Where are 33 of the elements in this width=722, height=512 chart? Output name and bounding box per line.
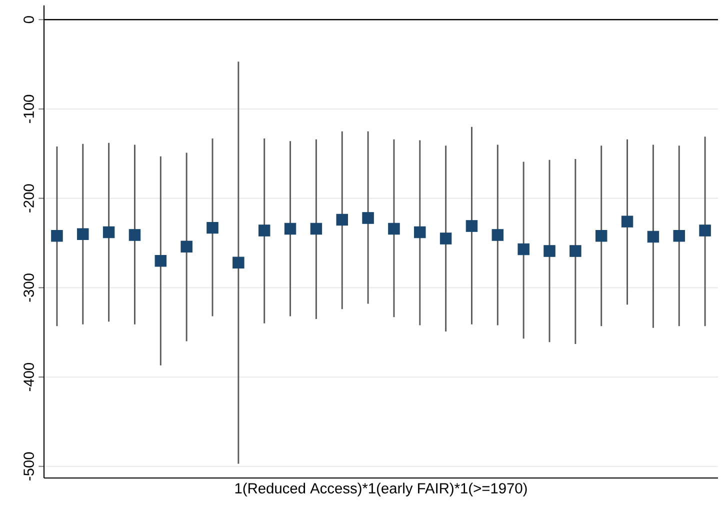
point — [51, 230, 63, 242]
point — [206, 222, 218, 234]
point — [414, 226, 426, 238]
point — [621, 216, 634, 228]
point — [258, 224, 270, 236]
point — [699, 224, 711, 236]
point — [673, 230, 685, 242]
point — [284, 222, 296, 235]
y-tick-label: -500 — [24, 452, 34, 480]
point — [492, 229, 504, 241]
point — [518, 243, 530, 256]
point — [595, 230, 608, 242]
point — [154, 255, 167, 267]
point — [544, 245, 556, 257]
point — [647, 230, 660, 243]
point — [336, 214, 348, 226]
point — [466, 220, 478, 232]
point — [77, 228, 89, 240]
point — [128, 229, 141, 241]
y-tick-label: -100 — [24, 94, 34, 124]
y-tick-label: -200 — [24, 184, 34, 212]
y-tick-label: -400 — [24, 362, 34, 392]
point — [362, 212, 374, 224]
point — [440, 232, 452, 244]
point — [180, 240, 192, 252]
point — [310, 222, 322, 235]
y-tick-label: 0 — [24, 16, 34, 24]
point — [388, 222, 400, 235]
point — [570, 245, 582, 257]
point — [102, 226, 115, 238]
point — [232, 256, 244, 269]
y-tick-label: -300 — [24, 274, 34, 302]
x-axis-title: 1(Reduced Access)*1(early FAIR)*1(>=1970) — [235, 482, 527, 496]
